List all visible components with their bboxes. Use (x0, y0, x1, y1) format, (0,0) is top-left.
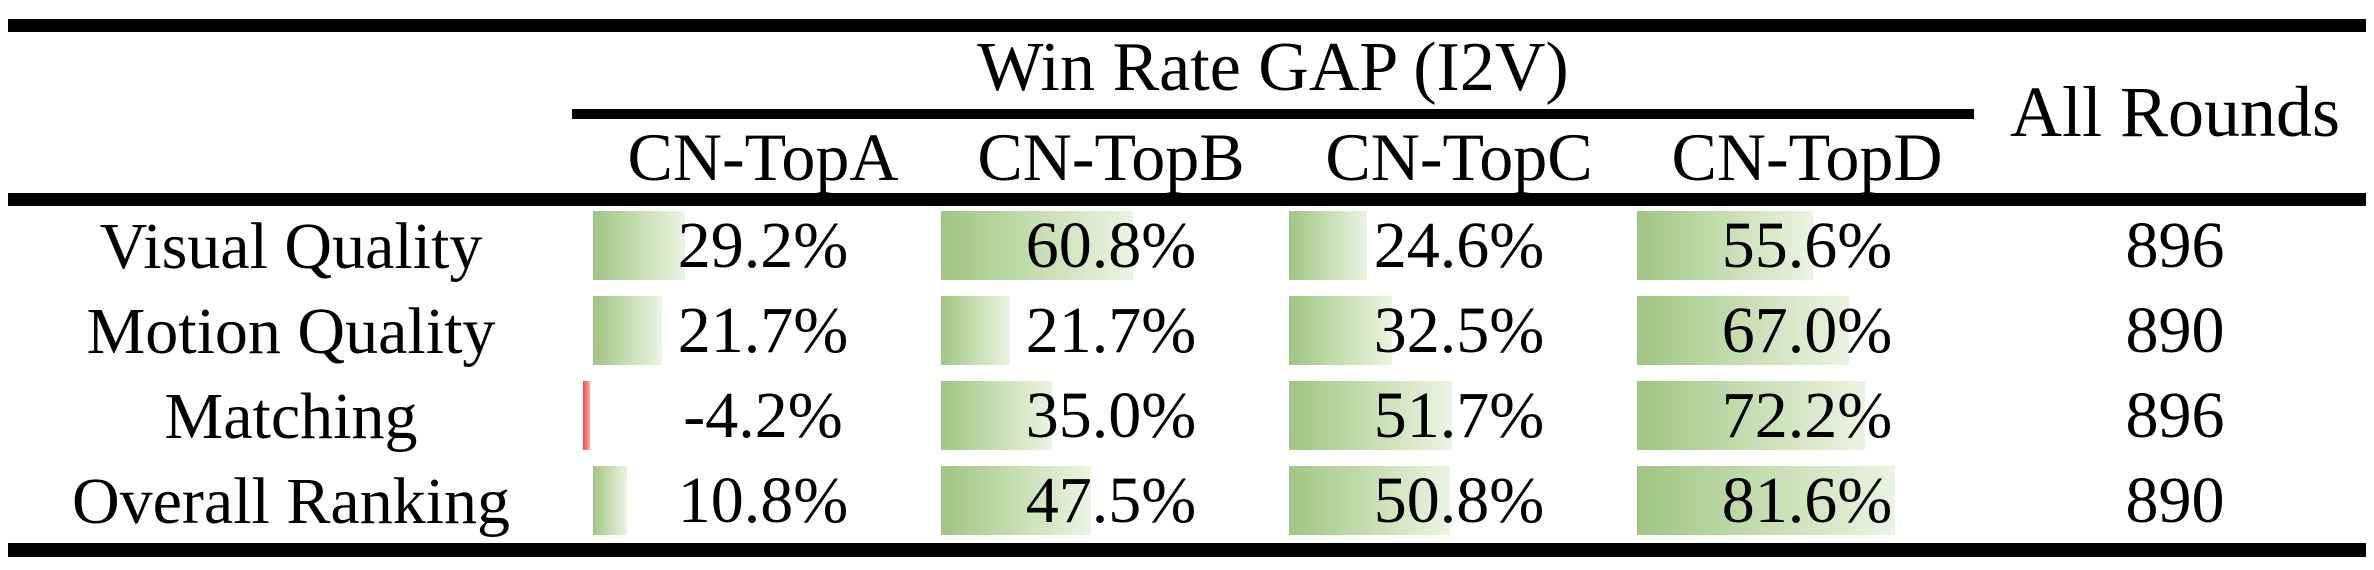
table-cell: 67.0% (1633, 291, 1981, 376)
column-header-cn-topd: CN-TopD (1671, 119, 1943, 195)
table-cell: 72.2% (1633, 376, 1981, 461)
table-row-motion-quality: Motion Quality 21.7% 21.7% 32.5% 67.0% 8… (0, 291, 2374, 376)
data-bar (941, 466, 1092, 535)
group-header-underline-rule (572, 109, 1974, 119)
data-bar (1637, 211, 1813, 280)
table-row-overall-ranking: Overall Ranking 10.8% 47.5% 50.8% 81.6% … (0, 461, 2374, 546)
negative-data-bar (583, 381, 590, 450)
table-cell: 21.7% (589, 291, 937, 376)
data-bar (593, 211, 686, 280)
group-header-win-rate-gap: Win Rate GAP (I2V) (977, 29, 1569, 106)
table-top-rule (8, 19, 2366, 32)
table-cell: 29.2% (589, 206, 937, 291)
cell-value: 10.8% (677, 464, 849, 537)
data-bar (593, 466, 628, 535)
cell-value: 81.6% (1721, 464, 1893, 537)
cell-value: 29.2% (677, 209, 849, 282)
cell-value: 24.6% (1373, 209, 1545, 282)
cell-value: 67.0% (1721, 294, 1893, 367)
table-cell: 21.7% (937, 291, 1285, 376)
data-bar (1637, 381, 1866, 450)
table-cell: 10.8% (589, 461, 937, 546)
column-header-cn-topa: CN-TopA (627, 119, 899, 195)
column-header-all-rounds: All Rounds (2009, 72, 2341, 152)
data-bar (1637, 466, 1895, 535)
table-cell: 35.0% (937, 376, 1285, 461)
table-row-visual-quality: Visual Quality 29.2% 60.8% 24.6% 55.6% 8… (0, 206, 2374, 291)
all-rounds-value: 890 (2125, 294, 2225, 367)
row-label: Overall Ranking (71, 465, 511, 538)
table-cell: 47.5% (937, 461, 1285, 546)
cell-value: 72.2% (1721, 379, 1893, 452)
data-bar (1289, 466, 1450, 535)
all-rounds-value: 890 (2125, 464, 2225, 537)
all-rounds-value: 896 (2125, 209, 2225, 282)
cell-value: 47.5% (1025, 464, 1197, 537)
data-bar (593, 296, 662, 365)
column-header-cn-topb: CN-TopB (977, 119, 1245, 195)
column-header-cn-topc: CN-TopC (1325, 119, 1593, 195)
table-cell: 24.6% (1285, 206, 1633, 291)
all-rounds-value: 896 (2125, 379, 2225, 452)
table-cell: 51.7% (1285, 376, 1633, 461)
cell-value: 60.8% (1025, 209, 1197, 282)
data-bar (941, 296, 1010, 365)
row-label: Matching (164, 380, 418, 453)
data-bar (1637, 296, 1849, 365)
cell-value: 55.6% (1721, 209, 1893, 282)
data-bar (1289, 211, 1367, 280)
table-cell: 60.8% (937, 206, 1285, 291)
cell-value: 21.7% (1025, 294, 1197, 367)
data-bar (1289, 381, 1453, 450)
cell-value: 51.7% (1373, 379, 1545, 452)
data-bar (941, 211, 1134, 280)
table-row-matching: Matching -4.2% 35.0% 51.7% 72.2% 896 (0, 376, 2374, 461)
table-cell: 81.6% (1633, 461, 1981, 546)
cell-value: 21.7% (677, 294, 849, 367)
row-label: Motion Quality (86, 295, 496, 368)
cell-value: 50.8% (1373, 464, 1545, 537)
row-label: Visual Quality (99, 210, 483, 283)
cell-value: -4.2% (683, 379, 843, 452)
data-bar (941, 381, 1052, 450)
data-bar (1289, 296, 1392, 365)
table-bottom-rule (8, 543, 2366, 557)
cell-value: 35.0% (1025, 379, 1197, 452)
table-cell: 50.8% (1285, 461, 1633, 546)
header-bottom-rule (8, 193, 2366, 206)
table-cell: 32.5% (1285, 291, 1633, 376)
table-cell: -4.2% (583, 376, 937, 461)
table-cell: 55.6% (1633, 206, 1981, 291)
cell-value: 32.5% (1373, 294, 1545, 367)
